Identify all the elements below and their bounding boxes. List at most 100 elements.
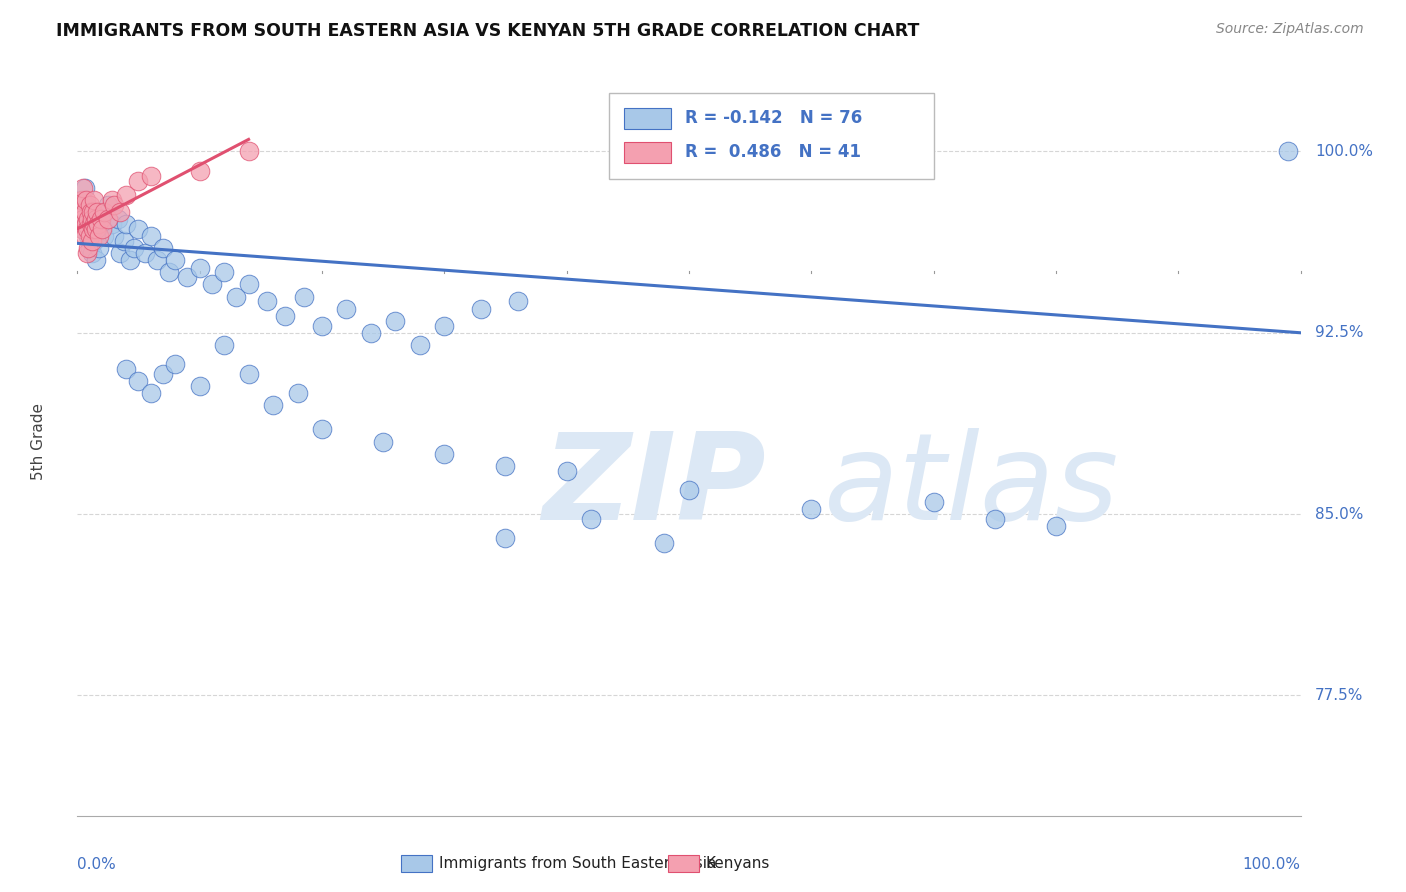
Point	[579, 512, 602, 526]
Point	[90, 222, 112, 236]
Point	[152, 367, 174, 381]
Point	[72, 180, 94, 194]
Point	[984, 512, 1007, 526]
Point	[87, 212, 110, 227]
Point	[97, 197, 120, 211]
Point	[82, 205, 104, 219]
Point	[134, 246, 156, 260]
Text: 92.5%: 92.5%	[1315, 326, 1364, 340]
Point	[127, 173, 149, 187]
Point	[152, 241, 174, 255]
Point	[506, 294, 529, 309]
Point	[69, 193, 91, 207]
Point	[274, 309, 297, 323]
Point	[118, 253, 141, 268]
Point	[75, 193, 97, 207]
Point	[127, 222, 149, 236]
Text: 77.5%: 77.5%	[1315, 688, 1364, 703]
Point	[157, 265, 180, 279]
Point	[212, 338, 235, 352]
Point	[103, 229, 125, 244]
Point	[433, 447, 456, 461]
Point	[80, 212, 103, 227]
Point	[86, 222, 108, 236]
FancyBboxPatch shape	[609, 93, 934, 179]
Point	[922, 495, 945, 509]
Point	[79, 229, 101, 244]
Point	[335, 301, 357, 316]
Point	[100, 217, 122, 231]
Text: R = -0.142   N = 76: R = -0.142 N = 76	[685, 109, 862, 127]
Point	[76, 222, 98, 236]
Point	[82, 222, 104, 236]
Text: 85.0%: 85.0%	[1315, 507, 1364, 522]
Point	[188, 260, 211, 275]
Point	[115, 188, 138, 202]
Text: atlas: atlas	[824, 428, 1119, 545]
Point	[256, 294, 278, 309]
Point	[238, 145, 260, 159]
Point	[86, 205, 108, 219]
Point	[292, 289, 315, 303]
Point	[77, 241, 100, 255]
Point	[80, 246, 103, 260]
Text: Immigrants from South Eastern Asia: Immigrants from South Eastern Asia	[439, 856, 716, 871]
Point	[654, 536, 676, 550]
Text: R =  0.486   N = 41: R = 0.486 N = 41	[685, 143, 862, 161]
Point	[555, 464, 578, 478]
Point	[76, 246, 98, 260]
Point	[77, 212, 100, 227]
Point	[82, 217, 104, 231]
Point	[139, 169, 162, 183]
Point	[83, 193, 105, 207]
Point	[70, 205, 93, 219]
Point	[79, 197, 101, 211]
Point	[311, 318, 333, 333]
Point	[287, 386, 309, 401]
Text: ZIP: ZIP	[543, 428, 766, 545]
Point	[165, 357, 187, 371]
Point	[108, 205, 131, 219]
Point	[495, 531, 517, 545]
Point	[103, 197, 125, 211]
Point	[84, 212, 107, 227]
Point	[80, 205, 103, 219]
Point	[70, 212, 93, 227]
Text: 100.0%: 100.0%	[1315, 144, 1374, 159]
Point	[1277, 145, 1299, 159]
Point	[115, 362, 138, 376]
Point	[238, 367, 260, 381]
Text: 5th Grade: 5th Grade	[31, 403, 45, 480]
Point	[87, 217, 110, 231]
Point	[800, 502, 823, 516]
Point	[93, 205, 115, 219]
Point	[84, 253, 107, 268]
Point	[77, 229, 100, 244]
Point	[139, 229, 162, 244]
Point	[80, 205, 103, 219]
Point	[108, 246, 131, 260]
FancyBboxPatch shape	[624, 108, 671, 129]
Point	[311, 422, 333, 436]
Point	[188, 379, 211, 393]
Point	[262, 398, 284, 412]
Point	[188, 164, 211, 178]
Text: Source: ZipAtlas.com: Source: ZipAtlas.com	[1216, 22, 1364, 37]
Point	[225, 289, 247, 303]
Text: 0.0%: 0.0%	[77, 857, 117, 872]
Point	[80, 234, 103, 248]
Point	[80, 217, 103, 231]
Point	[495, 458, 517, 473]
Point	[678, 483, 700, 497]
Point	[115, 217, 138, 231]
Point	[90, 205, 112, 219]
Point	[139, 386, 162, 401]
Point	[75, 197, 97, 211]
Point	[72, 212, 94, 227]
Point	[201, 277, 224, 292]
Point	[70, 193, 93, 207]
Point	[1045, 519, 1067, 533]
Point	[89, 229, 111, 244]
Point	[100, 193, 122, 207]
Point	[238, 277, 260, 292]
